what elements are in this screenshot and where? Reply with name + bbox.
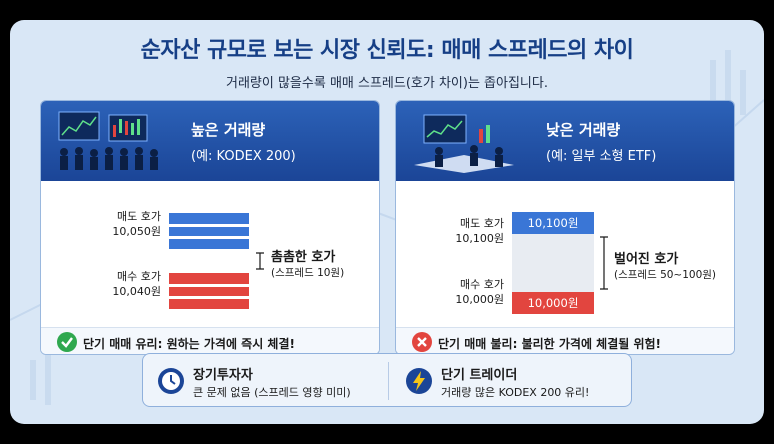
panel-subtitle: (예: 일부 소형 ETF) <box>546 149 657 164</box>
spread-title: 촘촘한 호가 <box>271 250 336 265</box>
ask-price: 10,050원 <box>112 225 161 238</box>
short-trader-title: 단기 트레이더 <box>441 368 518 383</box>
panel-header: 높은 거래량 (예: KODEX 200) <box>41 101 379 181</box>
panel-title: 낮은 거래량 <box>546 121 621 139</box>
lightning-icon <box>406 368 432 394</box>
spread-note: (스프레드 10원) <box>271 267 345 279</box>
investor-summary-box: 장기투자자 큰 문제 없음 (스프레드 영향 미미) 단기 트레이더 거래량 많… <box>142 353 632 407</box>
bid-bar <box>169 273 249 309</box>
low-volume-panel: 낮은 거래량 (예: 일부 소형 ETF) 매도 호가 10,100원 매수 호… <box>395 100 735 355</box>
spread-note: (스프레드 50~100원) <box>614 269 717 281</box>
page-title: 순자산 규모로 보는 시장 신뢰도: 매매 스프레드의 차이 <box>140 38 634 63</box>
ask-price: 10,100원 <box>455 232 504 245</box>
short-trader-note: 거래량 많은 KODEX 200 유리! <box>441 386 590 399</box>
panel-title: 높은 거래량 <box>191 121 266 139</box>
bid-bar-label: 10,000원 <box>512 292 594 314</box>
trading-floor-illustration <box>414 114 514 173</box>
ask-bar-divider <box>169 224 249 227</box>
spread-title: 벌어진 호가 <box>614 252 679 267</box>
spread-gap-area <box>512 234 594 292</box>
bid-label: 매수 호가 <box>117 270 161 283</box>
ask-label: 매도 호가 <box>460 217 504 230</box>
long-investor-note: 큰 문제 없음 (스프레드 영향 미미) <box>193 386 351 399</box>
bid-bar-divider <box>169 284 249 287</box>
clock-icon <box>158 368 184 394</box>
long-investor-title: 장기투자자 <box>193 368 253 383</box>
bid-price: 10,040원 <box>112 285 161 298</box>
high-volume-panel: 높은 거래량 (예: KODEX 200) 매도 호가 10,050원 매수 호… <box>40 100 380 355</box>
ask-label: 매도 호가 <box>117 210 161 223</box>
bid-price: 10,000원 <box>455 293 504 306</box>
ask-bar <box>169 213 249 249</box>
check-icon <box>57 332 77 352</box>
spread-bracket-icon <box>256 252 264 270</box>
panel-header: 낮은 거래량 (예: 일부 소형 ETF) <box>396 101 734 181</box>
cross-icon <box>412 332 432 352</box>
bid-bar-divider <box>169 296 249 299</box>
verdict-row: 단기 매매 유리: 원하는 가격에 즉시 체결! <box>41 327 379 354</box>
verdict-text: 단기 매매 유리: 원하는 가격에 즉시 체결! <box>83 337 295 351</box>
ask-bar-divider <box>169 236 249 239</box>
divider <box>388 362 389 400</box>
panel-subtitle: (예: KODEX 200) <box>191 149 296 164</box>
spread-bracket-icon <box>600 236 608 290</box>
trading-crowd-illustration <box>58 111 158 170</box>
bid-label: 매수 호가 <box>460 278 504 291</box>
ask-bar-label: 10,100원 <box>512 212 594 234</box>
verdict-text: 단기 매매 불리: 불리한 가격에 체결될 위험! <box>438 337 662 351</box>
infographic-frame: 순자산 규모로 보는 시장 신뢰도: 매매 스프레드의 차이 거래량이 많을수록… <box>10 20 764 424</box>
verdict-row: 단기 매매 불리: 불리한 가격에 체결될 위험! <box>396 327 734 354</box>
page-subtitle: 거래량이 많을수록 매매 스프레드(호가 차이)는 좁아집니다. <box>226 76 548 91</box>
